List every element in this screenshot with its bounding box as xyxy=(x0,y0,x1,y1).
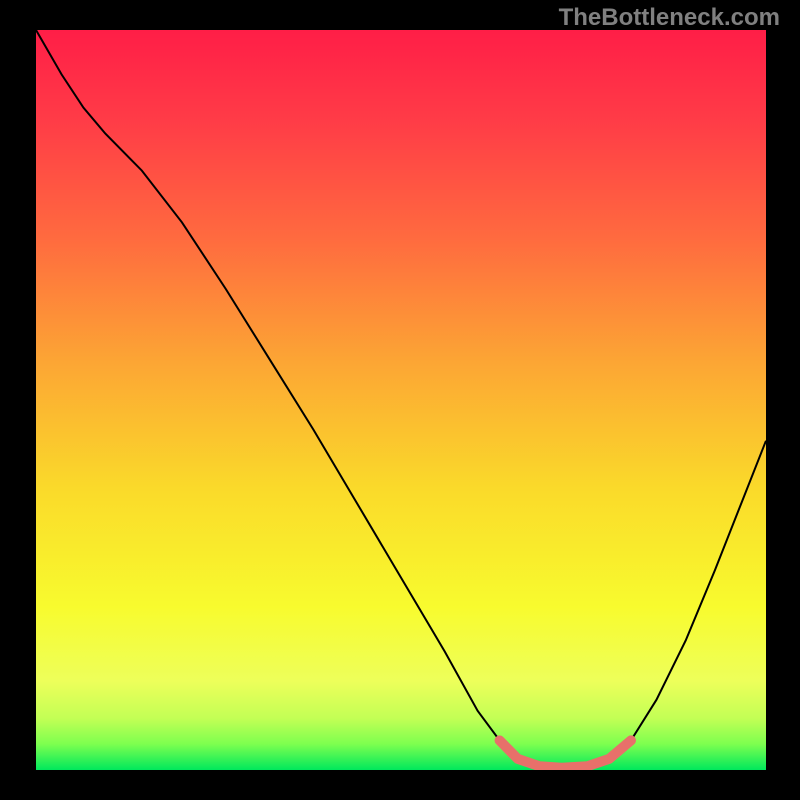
chart-container: TheBottleneck.com xyxy=(0,0,800,800)
chart-svg xyxy=(36,30,766,770)
watermark-text: TheBottleneck.com xyxy=(559,4,780,32)
gradient-background xyxy=(36,30,766,770)
plot-area xyxy=(36,30,766,770)
